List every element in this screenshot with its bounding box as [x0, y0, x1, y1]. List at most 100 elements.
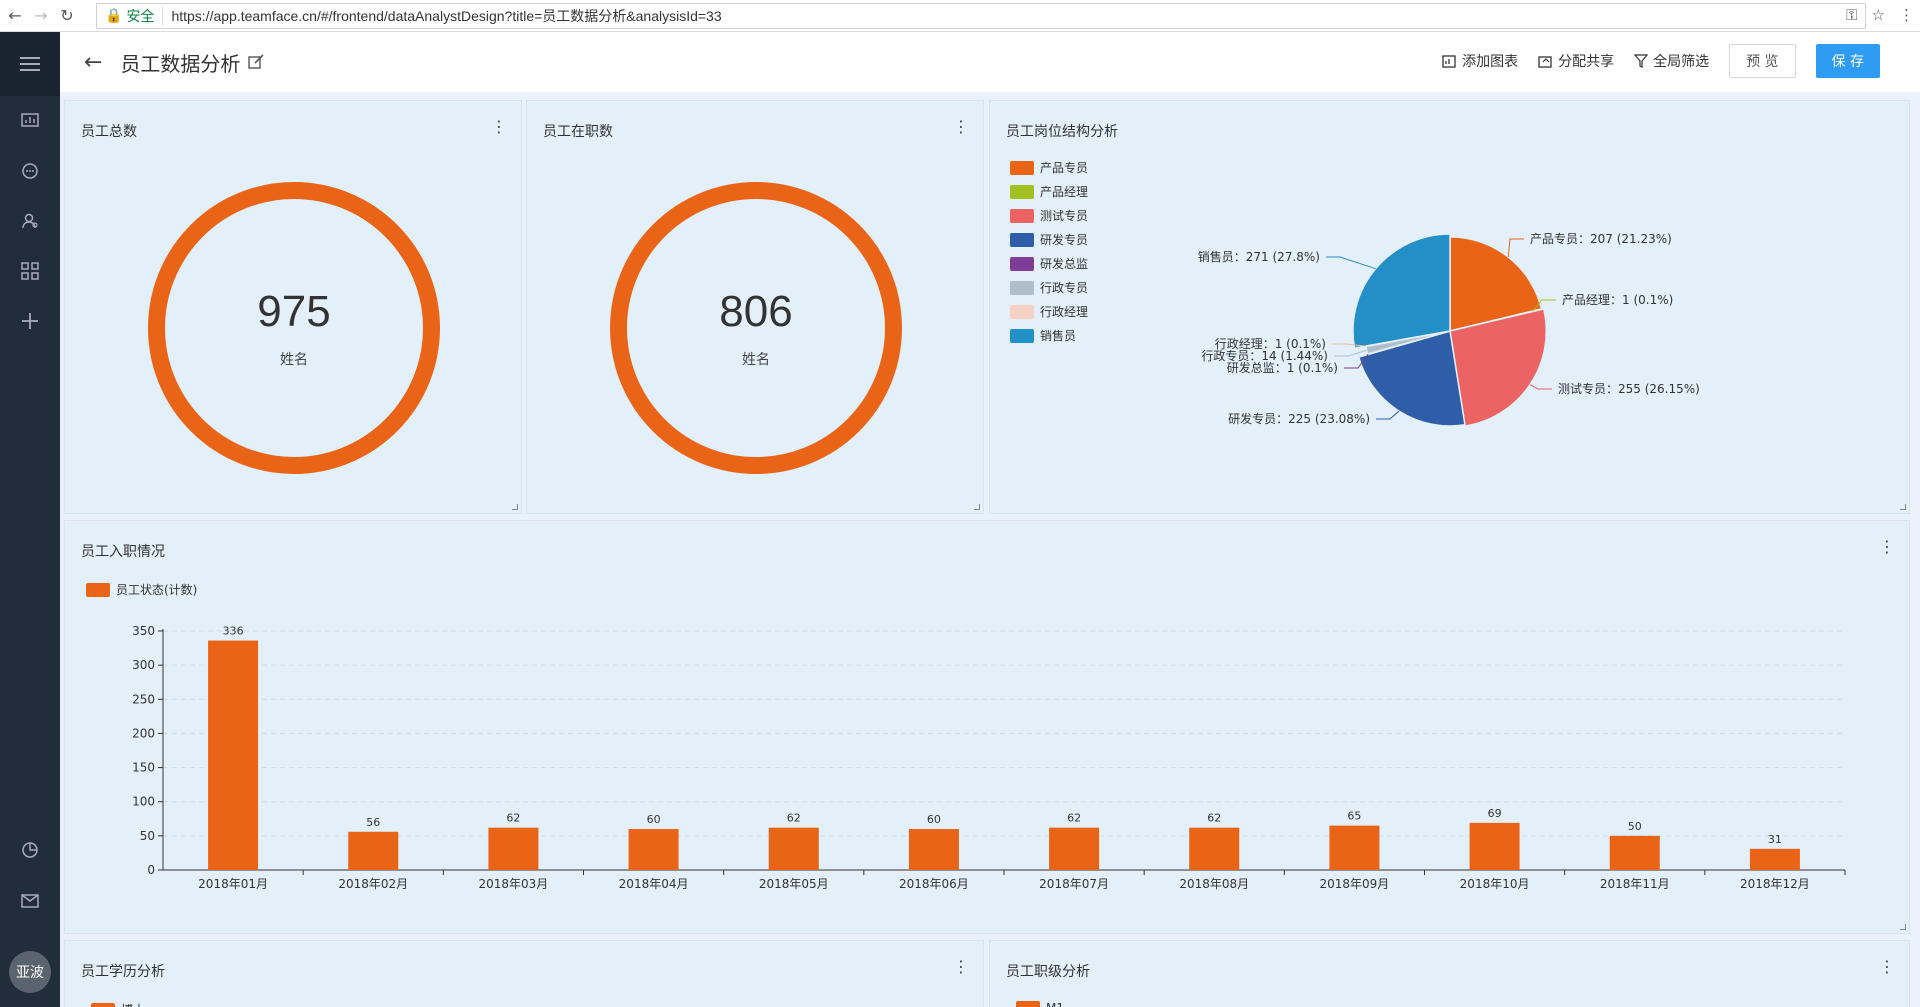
panel-education: 员工学历分析 ⋮ 博士	[64, 940, 984, 1007]
reload-icon[interactable]: ↻	[60, 6, 74, 25]
sidebar-item-add[interactable]	[0, 296, 60, 346]
browser-toolbar: ← → ↻ 🔒 安全 https://app.teamface.cn/#/fro…	[0, 0, 1920, 32]
legend-label: 产品专员	[1040, 161, 1089, 175]
legend-label: 研发总监	[1040, 257, 1089, 271]
x-tick-label: 2018年05月	[759, 877, 829, 891]
pie-legend-item[interactable]: 行政经理	[1010, 303, 1088, 320]
back-arrow-icon[interactable]: ←	[8, 6, 22, 25]
avatar[interactable]: 亚波	[9, 951, 51, 993]
bar[interactable]	[628, 829, 679, 870]
legend-item[interactable]: M1	[1016, 1001, 1064, 1007]
kpi-label: 姓名	[742, 352, 770, 368]
resize-handle[interactable]	[1900, 924, 1906, 930]
pie-legend-item[interactable]: 研发专员	[1010, 231, 1088, 248]
mail-icon	[21, 894, 39, 908]
chat-icon	[22, 163, 38, 179]
bar[interactable]	[1189, 827, 1240, 870]
legend-label: 员工状态(计数)	[116, 583, 198, 597]
sidebar-item-chat[interactable]	[0, 146, 60, 196]
legend-swatch	[1010, 184, 1034, 199]
url-text: https://app.teamface.cn/#/frontend/dataA…	[171, 8, 722, 24]
bar[interactable]	[208, 640, 259, 870]
pie-chart-icon	[22, 842, 38, 858]
more-vert-icon[interactable]: ⋮	[491, 117, 507, 136]
x-tick-label: 2018年10月	[1460, 877, 1530, 891]
legend-swatch	[1010, 160, 1034, 175]
global-filter-label: 全局筛选	[1653, 54, 1710, 70]
pie-legend-item[interactable]: 行政专员	[1010, 279, 1088, 296]
sidebar-item-mail[interactable]	[0, 876, 60, 926]
legend-swatch	[1010, 256, 1034, 271]
more-vert-icon[interactable]: ⋮	[1879, 957, 1895, 976]
sidebar-item-dashboard[interactable]	[0, 96, 60, 146]
global-filter-button[interactable]: 全局筛选	[1634, 51, 1709, 71]
bar[interactable]	[1049, 827, 1100, 870]
legend-label: 产品经理	[1040, 185, 1089, 199]
legend-label: 行政专员	[1040, 281, 1089, 295]
more-vert-icon[interactable]: ⋮	[1899, 6, 1914, 24]
bar[interactable]	[1469, 822, 1520, 870]
bar[interactable]	[1749, 848, 1800, 870]
star-icon[interactable]: ☆	[1871, 6, 1885, 24]
more-vert-icon[interactable]: ⋮	[1879, 537, 1895, 556]
legend-item[interactable]: 博士	[91, 1001, 145, 1007]
panel-title: 员工学历分析	[81, 964, 165, 980]
pie-legend-item[interactable]: 销售员	[1010, 327, 1076, 344]
pie-label-line	[1507, 238, 1524, 258]
legend-label: M1	[1046, 1001, 1064, 1007]
pie-label-line	[1344, 353, 1369, 369]
x-tick-label: 2018年01月	[198, 877, 268, 891]
legend-swatch	[86, 582, 110, 597]
more-vert-icon[interactable]: ⋮	[953, 117, 969, 136]
pie-slice[interactable]	[1449, 308, 1548, 427]
forward-arrow-icon[interactable]: →	[34, 6, 48, 25]
share-label: 分配共享	[1558, 54, 1615, 70]
preview-button[interactable]: 预 览	[1729, 44, 1796, 78]
sidebar-item-analytics[interactable]	[0, 824, 60, 874]
plus-icon	[22, 313, 38, 329]
pie-data-label: 行政经理：1 (0.1%)	[1215, 337, 1326, 351]
key-icon[interactable]: ⚿	[1846, 6, 1858, 24]
page-header: ← 员工数据分析 添加图表 分配共享 全局筛选 预 览 保 存	[60, 32, 1920, 92]
sidebar-item-apps[interactable]	[0, 246, 60, 296]
pie-legend-item[interactable]: 研发总监	[1010, 255, 1088, 272]
pie-data-label: 产品专员：207 (21.23%)	[1530, 231, 1672, 246]
save-button[interactable]: 保 存	[1815, 44, 1880, 78]
panel-active-employees: 员工在职数 ⋮ 806 姓名	[526, 100, 984, 514]
panel-onboarding: 员工入职情况 ⋮ 员工状态(计数) 0 50 100 150 200 250 300 350 3…	[64, 520, 1910, 934]
kpi-ring: 806 姓名	[610, 182, 902, 474]
edit-icon[interactable]	[248, 54, 265, 70]
x-tick-label: 2018年06月	[899, 877, 969, 891]
pie-legend-item[interactable]: 测试专员	[1010, 207, 1088, 224]
panel-job-level: 员工职级分析 ⋮ M1	[989, 940, 1910, 1007]
resize-handle[interactable]	[1900, 504, 1906, 510]
menu-toggle[interactable]	[0, 32, 60, 96]
pie-legend-item[interactable]: 产品专员	[1010, 159, 1088, 176]
resize-handle[interactable]	[974, 504, 980, 510]
sidebar-item-contacts[interactable]	[0, 196, 60, 246]
bar[interactable]	[488, 827, 539, 870]
bar[interactable]	[768, 827, 819, 870]
bar[interactable]	[1609, 835, 1660, 870]
bar-value-label: 62	[506, 812, 520, 825]
pie-label-line	[1332, 343, 1367, 347]
bar[interactable]	[908, 829, 959, 870]
share-icon	[1538, 55, 1552, 68]
add-chart-button[interactable]: 添加图表	[1442, 51, 1518, 71]
share-button[interactable]: 分配共享	[1538, 51, 1614, 71]
pie-slice[interactable]	[1352, 233, 1451, 349]
pie-slice[interactable]	[1357, 330, 1466, 427]
hamburger-icon[interactable]	[20, 56, 40, 72]
pie-legend-item[interactable]: 产品经理	[1010, 183, 1088, 200]
bar[interactable]	[1329, 825, 1380, 870]
kpi-value: 975	[257, 287, 331, 336]
y-tick-label: 350	[132, 624, 155, 638]
address-bar[interactable]: 🔒 安全 https://app.teamface.cn/#/frontend/…	[96, 3, 1866, 29]
bar-legend-item[interactable]: 员工状态(计数)	[86, 581, 197, 598]
more-vert-icon[interactable]: ⋮	[953, 957, 969, 976]
secure-label: 安全	[126, 9, 155, 25]
back-arrow-icon[interactable]: ←	[84, 49, 103, 75]
x-tick-label: 2018年08月	[1179, 877, 1249, 891]
bar[interactable]	[348, 831, 399, 870]
resize-handle[interactable]	[512, 504, 518, 510]
